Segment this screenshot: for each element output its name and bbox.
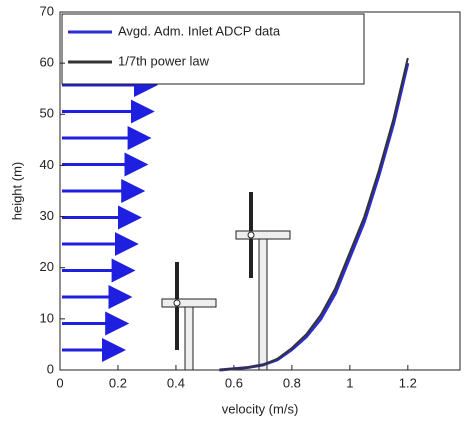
y-tick-label: 20 (40, 259, 54, 274)
y-tick-label: 70 (40, 3, 54, 18)
x-tick-label: 0.4 (167, 375, 185, 390)
y-tick-label: 0 (47, 361, 54, 376)
x-tick-label: 1 (346, 375, 353, 390)
legend-label: 1/7th power law (118, 53, 210, 68)
y-tick-label: 10 (40, 310, 54, 325)
x-tick-label: 0.8 (283, 375, 301, 390)
x-tick-label: 1.2 (399, 375, 417, 390)
y-tick-label: 60 (40, 55, 54, 70)
y-tick-label: 30 (40, 208, 54, 223)
y-tick-label: 40 (40, 157, 54, 172)
y-axis-label: height (m) (9, 162, 24, 221)
x-axis-label: velocity (m/s) (222, 401, 299, 416)
legend-label: Avgd. Adm. Inlet ADCP data (118, 23, 281, 38)
series-line (219, 57, 409, 371)
x-tick-label: 0.6 (225, 375, 243, 390)
turbine (235, 192, 291, 371)
turbine (161, 262, 217, 371)
x-tick-label: 0.2 (109, 375, 127, 390)
legend (61, 13, 365, 85)
x-tick-label: 0 (56, 375, 63, 390)
velocity-arrows (62, 46, 162, 362)
y-tick-label: 50 (40, 106, 54, 121)
